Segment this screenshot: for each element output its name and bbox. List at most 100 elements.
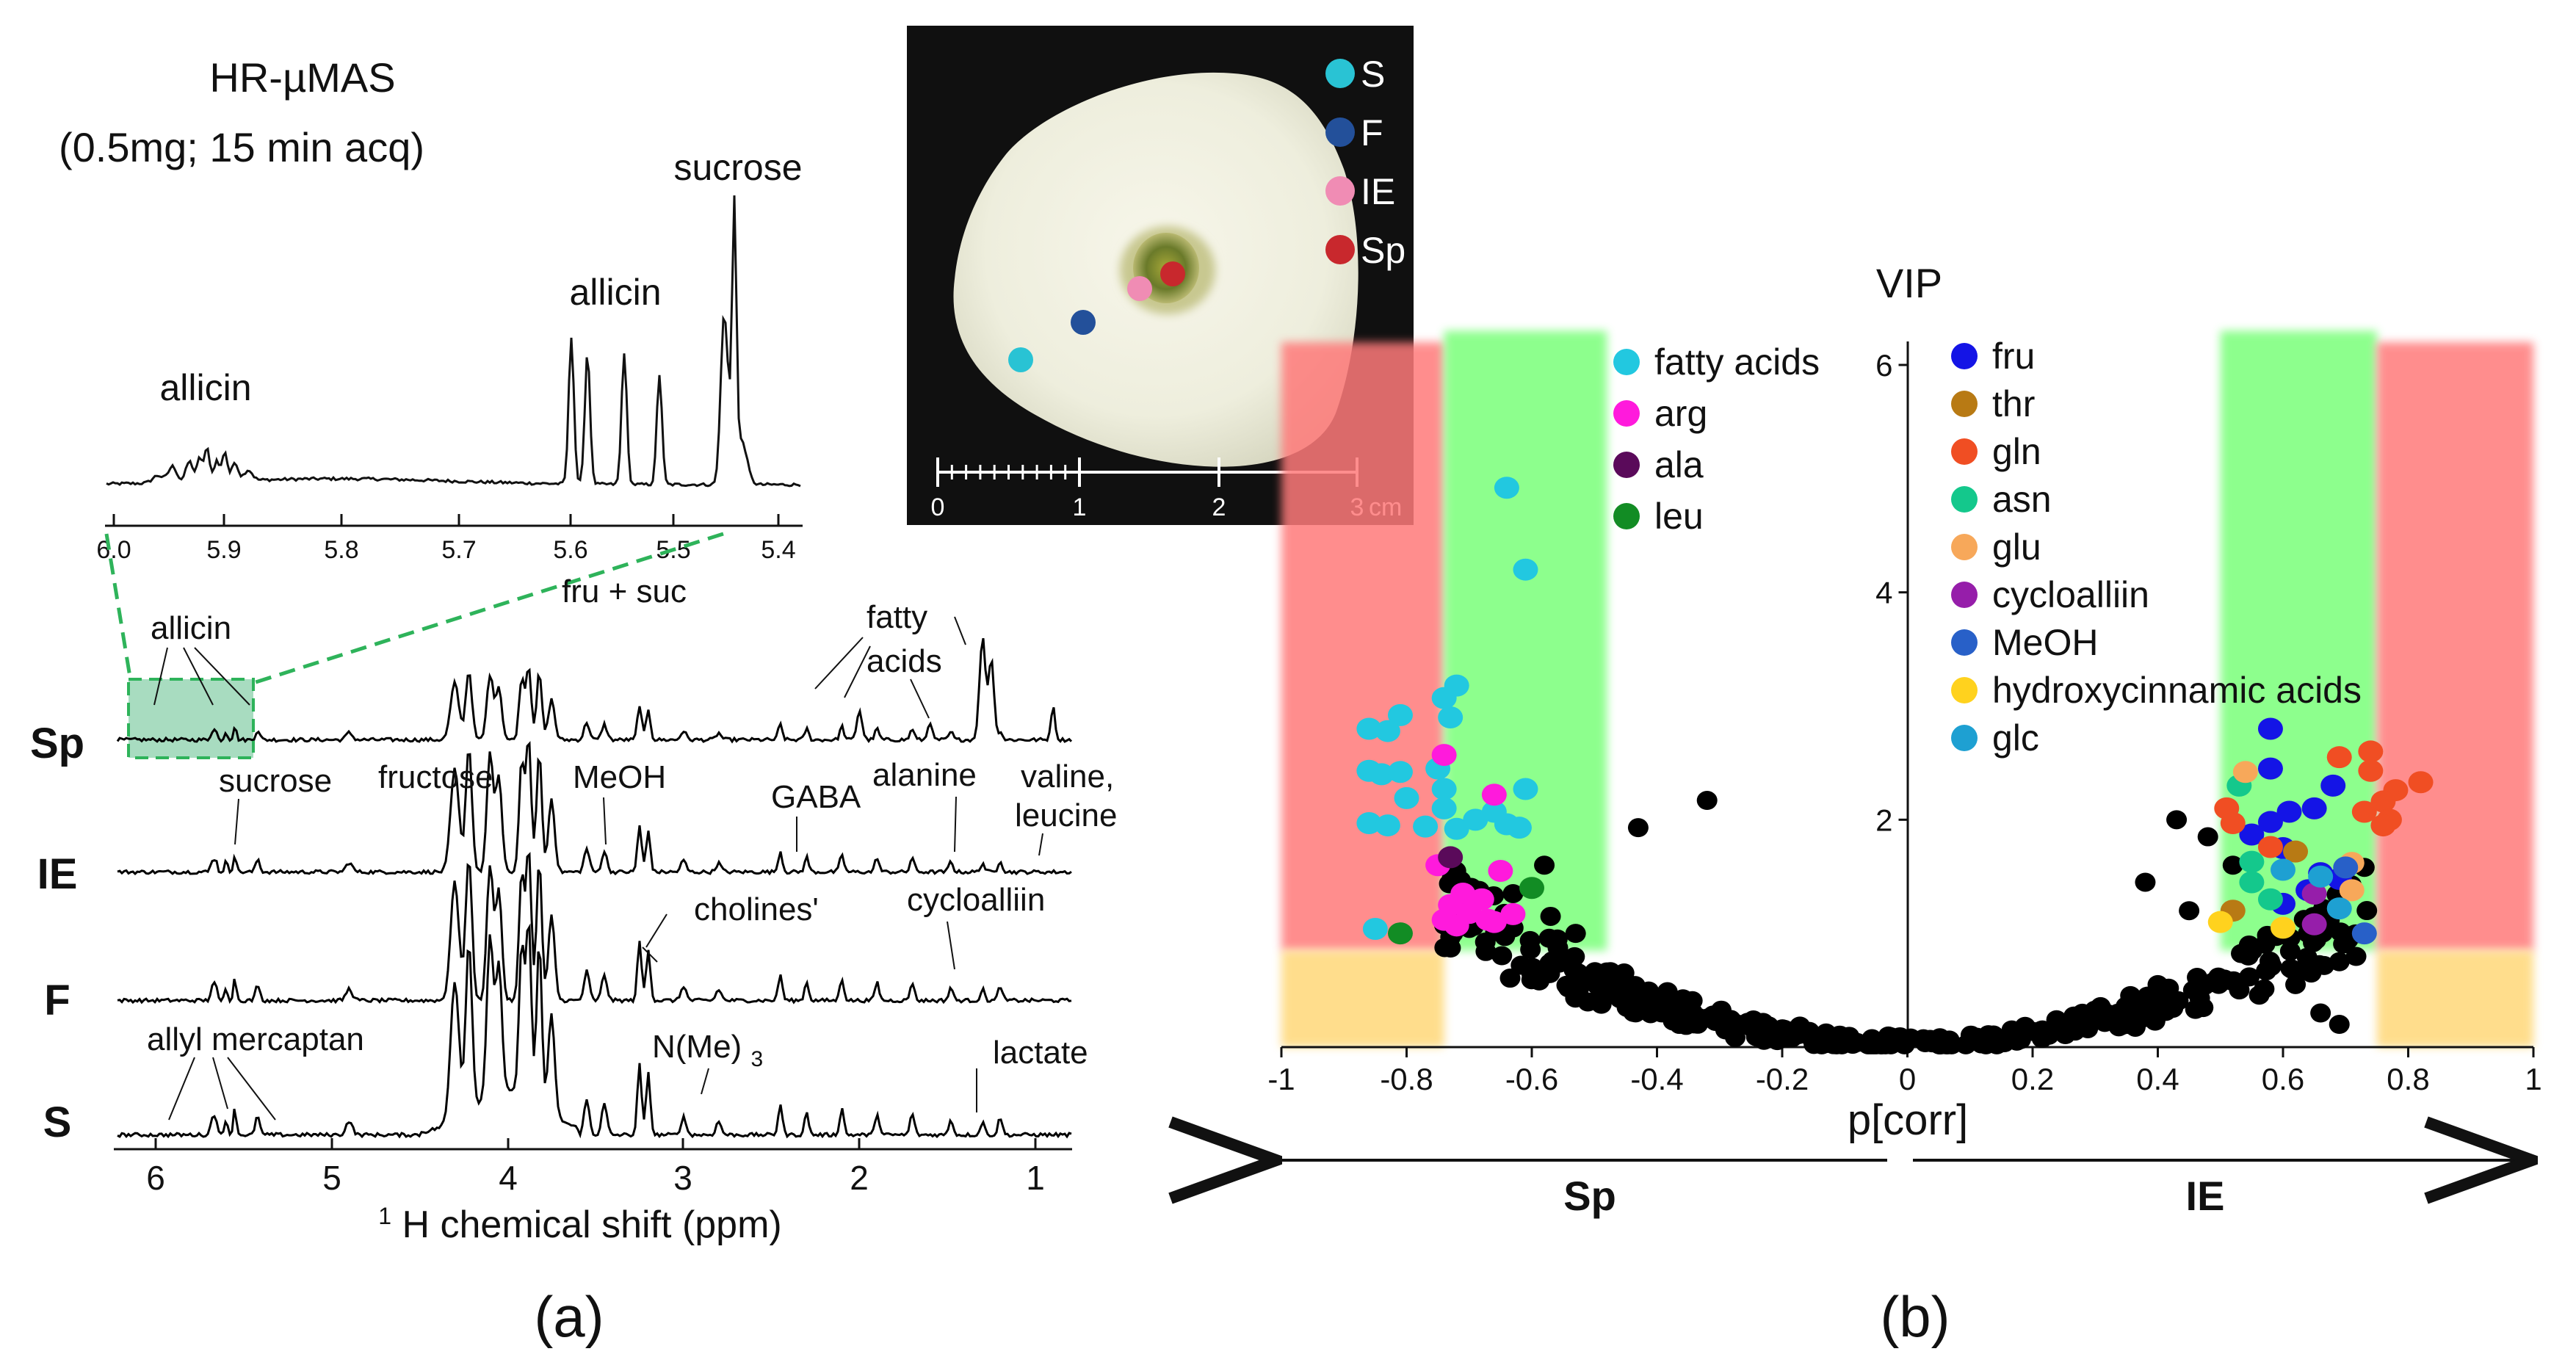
- variable-point: [2303, 933, 2324, 952]
- annot-valine-leader: [1038, 833, 1043, 856]
- spectra-annotations: allicin fru + suc fatty acids sucrose fr…: [147, 573, 1117, 1121]
- legend-swatch: [1951, 534, 1978, 560]
- inset-ticks: 6.05.95.85.75.65.55.4: [96, 514, 796, 564]
- legend-label: asn: [1992, 479, 2052, 520]
- spectrum-trace: [117, 852, 1072, 1005]
- inset-spectrum: 6.05.95.85.75.65.55.4 allicin allicin su…: [96, 147, 803, 564]
- vip-band: [1281, 342, 1444, 951]
- x-tick-label: -0.2: [1756, 1062, 1809, 1096]
- annot-allyl-leader: [212, 1057, 228, 1110]
- point-fru: [2301, 797, 2327, 819]
- highlighted-variables: [1356, 477, 2434, 945]
- annot-lactate: lactate: [993, 1035, 1088, 1071]
- vip-bands: [1281, 330, 2533, 1047]
- variable-point: [1491, 946, 1513, 966]
- point-glc: [2308, 865, 2334, 888]
- legend-left: fatty acids arg ala leu: [1613, 341, 1820, 537]
- variable-point: [1682, 1002, 1703, 1022]
- scale-label: 1: [1073, 493, 1087, 521]
- variable-point: [2345, 947, 2367, 966]
- caption-b: (b): [1880, 1284, 1950, 1349]
- spectrum-label: F: [44, 977, 70, 1024]
- spectrum-trace: [117, 741, 1072, 876]
- variable-point: [2179, 901, 2200, 921]
- annot-meoh: MeOH: [573, 759, 666, 795]
- point-fru: [2257, 811, 2283, 833]
- photo-legend-label: F: [1361, 112, 1383, 153]
- point-gln: [2370, 790, 2396, 813]
- point-fatty-acids: [1431, 687, 1457, 709]
- variable-point: [1499, 969, 1521, 988]
- legend-label: fatty acids: [1654, 341, 1820, 383]
- point-fatty-acids: [1356, 811, 1382, 834]
- variable-point: [1633, 985, 1654, 1005]
- vip-band: [1281, 950, 1444, 1047]
- legend-swatch: [1613, 400, 1640, 427]
- point-gln: [2326, 746, 2352, 769]
- variable-point: [2166, 810, 2188, 830]
- point-glu: [2232, 761, 2258, 783]
- variable-point: [1858, 1035, 1879, 1054]
- x-tick-label: -0.4: [1630, 1062, 1683, 1096]
- variable-point: [1568, 979, 1589, 999]
- variable-point: [1808, 1028, 1829, 1048]
- variable-point: [2038, 1025, 2060, 1045]
- annot-cholines-leader: [645, 913, 667, 948]
- legend-label: glu: [1992, 526, 2041, 568]
- variable-point: [1937, 1035, 1958, 1054]
- legend-label: leu: [1654, 496, 1704, 537]
- legend-swatch: [1951, 582, 1978, 608]
- variable-point: [1502, 883, 1524, 903]
- scale-bar-minor-ticks: [950, 465, 1067, 479]
- inset-tick-label: 5.6: [553, 536, 587, 564]
- point-ala: [1438, 846, 1464, 869]
- spectra-xlabel-text: H chemical shift (ppm): [402, 1204, 782, 1246]
- point-fatty-acids: [1375, 720, 1400, 742]
- inset-tick-label: 5.8: [324, 536, 358, 564]
- variable-point: [1739, 1013, 1760, 1033]
- point-arg: [1481, 783, 1507, 806]
- variable-point: [2356, 901, 2378, 921]
- spectra-tick-label: 1: [1026, 1159, 1045, 1197]
- arrow-right-label: IE: [2186, 1173, 2225, 1219]
- point-glc: [2326, 897, 2352, 920]
- variable-point: [1565, 924, 1586, 944]
- spectrum-trace: [117, 923, 1072, 1139]
- annot-allyl: allyl mercaptan: [147, 1021, 364, 1057]
- variable-point: [2223, 971, 2244, 991]
- spectra-tick-label: 2: [850, 1159, 869, 1197]
- variable-point: [2238, 935, 2260, 955]
- point-fatty-acids: [1506, 817, 1532, 839]
- variable-point: [2279, 941, 2301, 961]
- inset-tick-label: 5.7: [441, 536, 476, 564]
- legend-label: arg: [1654, 393, 1707, 434]
- point-gln: [2257, 836, 2283, 858]
- variable-point: [2185, 999, 2206, 1019]
- point-gln: [2351, 800, 2377, 823]
- annot-allicin: allicin: [151, 610, 231, 646]
- point-fatty-acids: [1438, 706, 1464, 728]
- point-MeOH: [2333, 856, 2359, 879]
- inset-label-sucrose: sucrose: [673, 147, 802, 188]
- marker-ie: [1127, 276, 1152, 301]
- legend-label: cycloalliin: [1992, 574, 2149, 615]
- point-thr: [2283, 840, 2309, 863]
- photo-legend-label: S: [1361, 54, 1385, 95]
- legend-label: hydroxycinnamic acids: [1992, 670, 2362, 711]
- x-tick-label: 0.4: [2136, 1062, 2179, 1096]
- point-fatty-acids: [1444, 817, 1469, 840]
- variable-point: [1663, 1007, 1684, 1027]
- panel-a: HR-µMAS (0.5mg; 15 min acq) 6.0 5.9 5.8 5.7…: [30, 26, 1414, 1349]
- variable-point: [2329, 1015, 2350, 1035]
- point-fru: [2257, 717, 2283, 740]
- point-fatty-acids: [1513, 558, 1538, 581]
- annot-meoh-leader: [603, 797, 607, 845]
- zoom-line-right: [253, 532, 724, 685]
- point-fatty-acids: [1369, 763, 1394, 786]
- vip-band: [1444, 330, 1607, 951]
- legend-label: glc: [1992, 717, 2039, 759]
- point-gln: [2358, 740, 2384, 763]
- point-fru: [2239, 823, 2265, 846]
- variable-point: [1510, 955, 1532, 975]
